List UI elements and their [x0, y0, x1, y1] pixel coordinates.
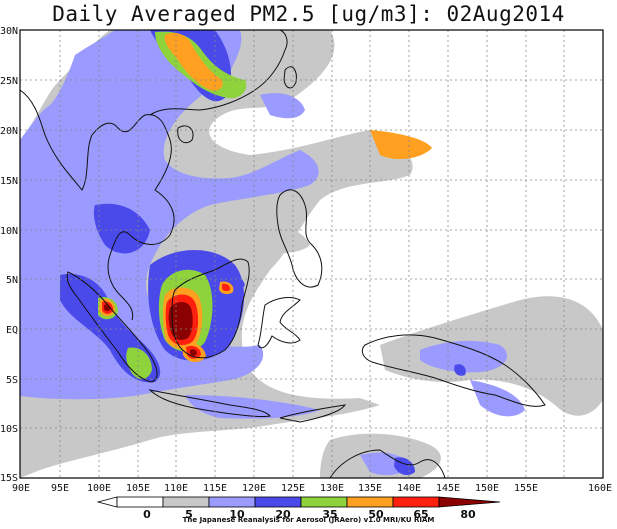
lat-label: 5N: [6, 275, 18, 286]
colorbar-label: 50: [368, 508, 384, 521]
colorbar-bin: [438, 496, 501, 508]
colorbar-bin: [346, 496, 394, 508]
lon-label: 105E: [126, 483, 150, 494]
lat-label: 15N: [0, 176, 18, 187]
lon-label: 115E: [203, 483, 227, 494]
coastline-sumatra: [66, 271, 158, 383]
colorbar-bin: [300, 496, 348, 508]
lat-label: 30N: [0, 26, 18, 37]
coastline-sulawesi: [257, 297, 301, 349]
colorbar-bin: [208, 496, 256, 508]
coastline-hainan: [177, 125, 194, 144]
colorbar-label: 35: [322, 508, 337, 521]
lon-label: 160E: [588, 483, 612, 494]
gridlines: [20, 30, 603, 478]
lon-label: 95E: [51, 483, 69, 494]
lon-label: 100E: [87, 483, 111, 494]
colorbar-label: 20: [275, 508, 291, 521]
coastline-china-south: [149, 30, 288, 116]
colorbar-bin: [116, 496, 164, 508]
coastline-timor: [279, 404, 347, 423]
lon-label: 140E: [397, 483, 421, 494]
lat-label: 25N: [0, 76, 18, 87]
lat-label: 20N: [0, 126, 18, 137]
colorbar-bin: [254, 496, 302, 508]
map-title: Daily Averaged PM2.5 [ug/m3]: 02Aug2014: [52, 2, 565, 26]
lat-label: 5S: [6, 375, 18, 386]
colorbar-label: 0: [143, 508, 151, 521]
colorbar-bin: [162, 496, 210, 508]
lon-label: 145E: [436, 483, 460, 494]
colorbar-label: 10: [229, 508, 245, 521]
lat-labels: 30N 25N 20N 15N 10N 5N EQ 5S 10S 15S: [0, 26, 18, 484]
lon-label: 135E: [358, 483, 382, 494]
coastline-taiwan: [283, 66, 297, 89]
lat-label: 10N: [0, 226, 18, 237]
coastline-java: [148, 389, 271, 418]
colorbar-bin: [392, 496, 440, 508]
lon-label: 110E: [164, 483, 188, 494]
lon-label: 125E: [281, 483, 305, 494]
lon-labels: 90E 95E 100E 105E 110E 115E 120E 125E 13…: [12, 483, 612, 494]
coastline-asia-mainland: [20, 89, 175, 321]
lat-label: EQ: [6, 325, 18, 336]
pm25-fields: [20, 30, 603, 478]
colorbar: 0 5 10 20 35 50 65 80: [96, 496, 501, 521]
lon-label: 130E: [320, 483, 344, 494]
coastline-australia: [329, 449, 446, 478]
coastline-philippines: [276, 189, 323, 288]
coastline-borneo: [171, 258, 250, 359]
lat-label: 10S: [0, 424, 18, 435]
map-frame: [19, 29, 604, 479]
coastline-new-guinea: [361, 334, 546, 407]
lon-label: 155E: [514, 483, 538, 494]
lon-label: 150E: [475, 483, 499, 494]
lon-label: 90E: [12, 483, 30, 494]
colorbar-label: 5: [185, 508, 193, 521]
coastlines: [20, 30, 546, 478]
lat-label: 15S: [0, 473, 18, 484]
colorbar-label: 65: [413, 508, 428, 521]
lon-label: 120E: [242, 483, 266, 494]
colorbar-bin: [96, 496, 118, 508]
credit-line: The Japanese Reanalysis for Aerosol (JRA…: [182, 516, 435, 524]
colorbar-label: 80: [460, 508, 476, 521]
